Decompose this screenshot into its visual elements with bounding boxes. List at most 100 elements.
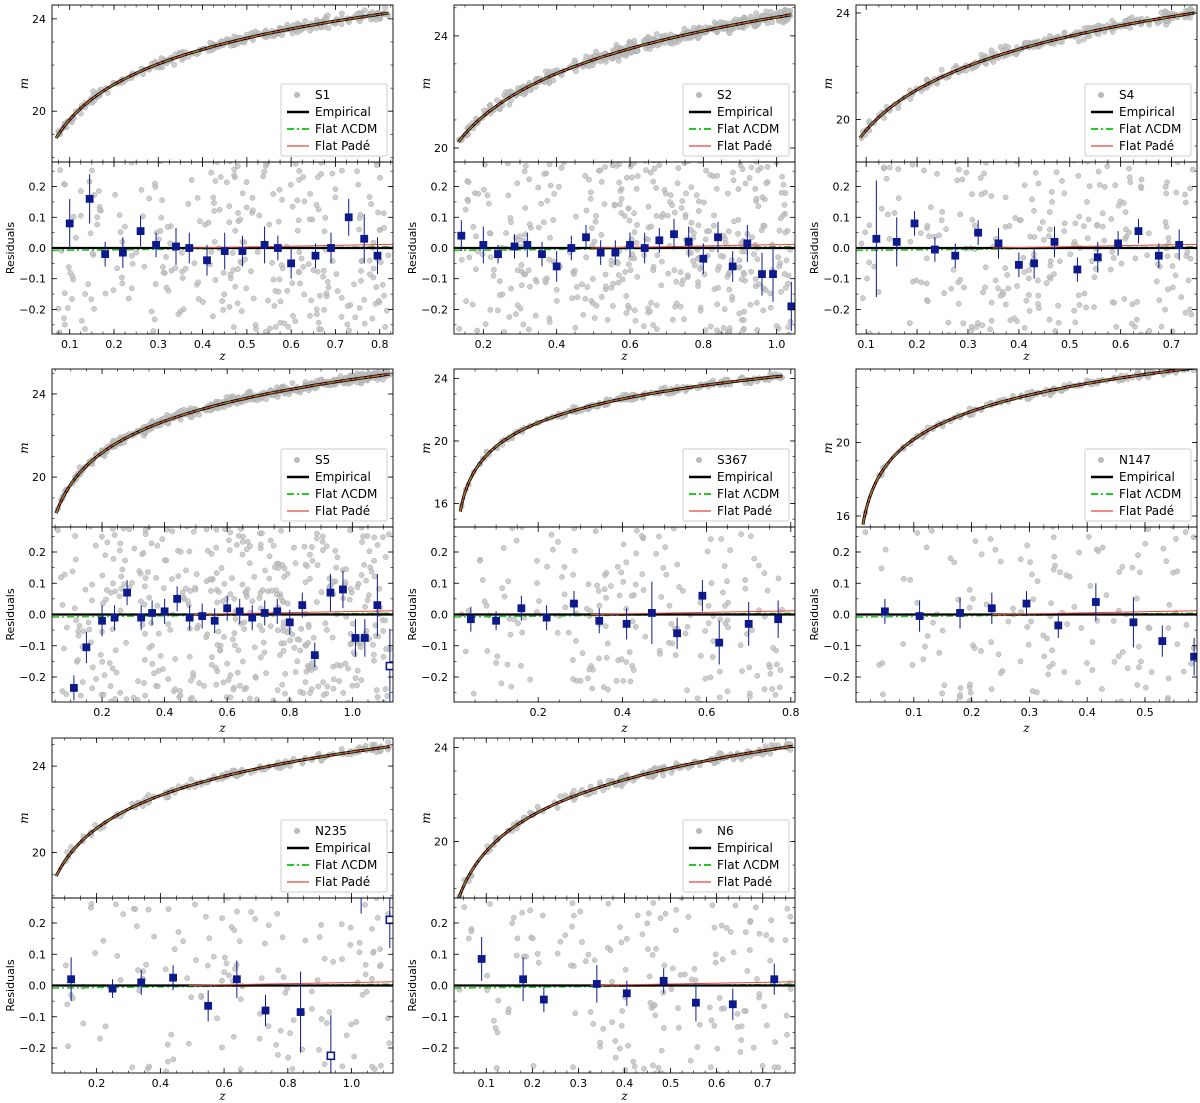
residual-point bbox=[169, 576, 175, 582]
residual-point bbox=[1051, 553, 1058, 560]
residual-point bbox=[697, 599, 704, 606]
residual-point bbox=[748, 164, 755, 171]
residual-point bbox=[702, 628, 709, 634]
residual-point bbox=[208, 551, 215, 557]
residual-point bbox=[152, 281, 159, 287]
residual-point bbox=[146, 644, 153, 651]
residual-point bbox=[1034, 578, 1041, 584]
residual-point bbox=[1174, 641, 1181, 648]
residual-point bbox=[303, 642, 309, 649]
residual-point bbox=[310, 267, 317, 273]
residual-point bbox=[878, 205, 885, 212]
residual-point bbox=[307, 663, 314, 670]
residual-point bbox=[508, 285, 514, 292]
residual-point bbox=[318, 589, 325, 596]
residual-point bbox=[1046, 316, 1053, 323]
residual-point bbox=[618, 569, 625, 576]
binned-point bbox=[673, 629, 682, 638]
residual-point bbox=[133, 249, 140, 256]
residual-point bbox=[582, 172, 589, 179]
residual-point bbox=[742, 180, 749, 187]
residual-point bbox=[703, 167, 709, 174]
residual-point bbox=[231, 324, 237, 331]
residual-point bbox=[772, 691, 779, 698]
residual-point bbox=[1162, 306, 1168, 313]
residual-point bbox=[1002, 265, 1009, 271]
residual-point bbox=[787, 318, 794, 325]
residual-point bbox=[1165, 235, 1172, 241]
residual-point bbox=[672, 652, 679, 658]
residual-point bbox=[891, 210, 898, 216]
residual-point bbox=[1076, 549, 1082, 556]
residual-point bbox=[159, 197, 165, 204]
binned-point bbox=[699, 254, 708, 263]
residual-point bbox=[945, 319, 952, 326]
residual-point bbox=[305, 624, 312, 631]
residual-point bbox=[747, 301, 754, 308]
residual-point bbox=[129, 580, 135, 586]
residual-point bbox=[1118, 260, 1125, 267]
residual-point bbox=[108, 698, 114, 702]
residual-point bbox=[1018, 217, 1024, 223]
residual-point bbox=[371, 657, 377, 664]
residual-point bbox=[645, 236, 651, 243]
residual-point bbox=[1112, 182, 1119, 189]
residual-point bbox=[922, 643, 928, 650]
residual-point bbox=[138, 186, 145, 193]
data-point bbox=[603, 58, 609, 65]
residual-point bbox=[511, 616, 517, 623]
residual-point bbox=[705, 620, 712, 627]
residual-point bbox=[740, 327, 747, 333]
residual-point bbox=[752, 276, 759, 282]
residual-point bbox=[285, 323, 291, 330]
residual-point bbox=[301, 291, 308, 298]
residual-point bbox=[582, 295, 589, 302]
residual-point bbox=[634, 274, 641, 280]
residual-point bbox=[883, 175, 890, 182]
residual-point bbox=[1081, 290, 1088, 297]
residual-point bbox=[613, 678, 620, 684]
residual-point bbox=[1104, 163, 1111, 170]
residual-point bbox=[159, 536, 166, 542]
residual-point bbox=[604, 640, 611, 647]
residual-point bbox=[997, 670, 1004, 677]
residual-point bbox=[604, 316, 611, 323]
residual-point bbox=[721, 563, 728, 569]
x-tick-label: 0.1 bbox=[61, 338, 79, 351]
residual-point bbox=[1165, 286, 1171, 293]
residual-point bbox=[323, 543, 330, 550]
residual-point bbox=[1164, 696, 1171, 702]
residual-point bbox=[761, 686, 768, 692]
legend-sample-label: S367 bbox=[717, 453, 748, 467]
data-point bbox=[983, 61, 989, 67]
residual-point bbox=[373, 687, 380, 693]
residual-point bbox=[1188, 660, 1194, 667]
residual-point bbox=[344, 321, 351, 328]
residual-point bbox=[1134, 299, 1140, 305]
residual-point bbox=[260, 173, 267, 180]
residual-point bbox=[587, 195, 594, 202]
data-point bbox=[302, 18, 309, 24]
residual-point bbox=[114, 265, 120, 272]
residual-point bbox=[669, 202, 675, 208]
binned-point bbox=[298, 601, 307, 610]
residual-point bbox=[240, 533, 246, 540]
residual-point bbox=[544, 197, 551, 204]
residual-point bbox=[126, 527, 133, 533]
residual-point bbox=[201, 683, 207, 689]
data-point bbox=[279, 32, 285, 38]
residual-point bbox=[775, 575, 782, 582]
residual-point bbox=[307, 551, 313, 558]
residual-point bbox=[544, 563, 550, 570]
residual-point bbox=[297, 647, 304, 654]
residual-point bbox=[1039, 219, 1046, 225]
residual-point bbox=[571, 267, 578, 274]
residual-point bbox=[484, 192, 491, 199]
legend-sample-label: N147 bbox=[1119, 453, 1151, 467]
residual-point bbox=[773, 647, 779, 654]
residual-point bbox=[941, 682, 948, 689]
residual-point bbox=[211, 238, 218, 245]
residual-point bbox=[1190, 534, 1197, 541]
residual-point bbox=[613, 163, 620, 169]
binned-point bbox=[203, 256, 211, 265]
